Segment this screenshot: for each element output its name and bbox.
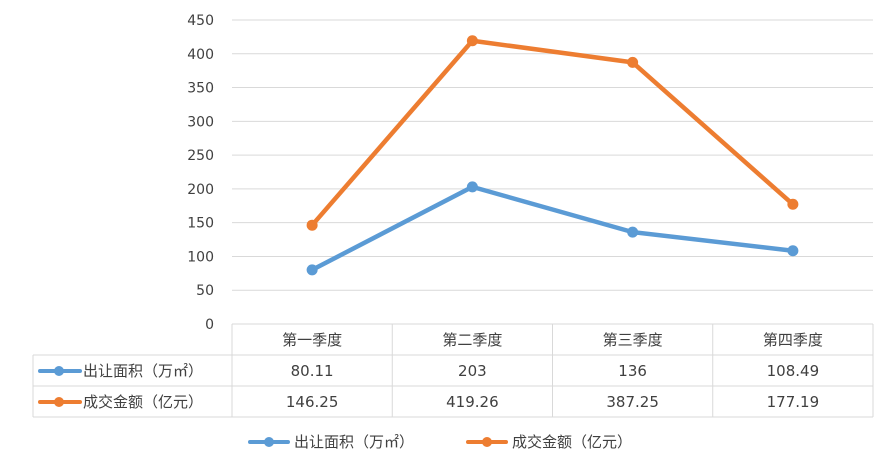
table-cell: 136 <box>618 362 647 380</box>
y-tick-label: 100 <box>187 249 214 265</box>
table-cell: 108.49 <box>767 362 820 380</box>
data-point <box>306 219 318 231</box>
legend-marker <box>482 437 492 447</box>
y-tick-label: 250 <box>187 148 214 164</box>
category-label: 第一季度 <box>282 331 342 349</box>
category-label: 第四季度 <box>763 331 823 349</box>
gridlines <box>232 19 873 325</box>
y-axis-tick-labels: 0 50 100 150 200 250 300 350 400 450 <box>187 13 214 333</box>
row-label: 出让面积（万㎡） <box>83 362 203 380</box>
table-cell: 80.11 <box>291 362 334 380</box>
table-cell: 387.25 <box>606 393 659 411</box>
y-tick-label: 0 <box>205 317 214 333</box>
table-cell: 203 <box>458 362 487 380</box>
y-tick-label: 200 <box>187 182 214 198</box>
category-label: 第二季度 <box>442 331 502 349</box>
y-tick-label: 400 <box>187 47 214 63</box>
legend: 出让面积（万㎡） 成交金额（亿元） <box>248 433 632 451</box>
table-cell: 177.19 <box>767 393 820 411</box>
y-tick-label: 350 <box>187 81 214 97</box>
data-point <box>627 226 639 238</box>
series-line-2 <box>309 38 796 228</box>
table-cell: 419.26 <box>446 393 499 411</box>
category-label: 第三季度 <box>603 331 663 349</box>
legend-label: 出让面积（万㎡） <box>294 433 414 451</box>
data-point <box>787 245 799 257</box>
legend-label: 成交金额（亿元） <box>512 433 632 451</box>
data-point <box>306 264 318 276</box>
series-lines <box>306 35 799 276</box>
y-tick-label: 300 <box>187 114 214 130</box>
row-legend-marker <box>54 397 64 407</box>
y-tick-label: 50 <box>196 283 214 299</box>
series-line-1 <box>309 184 796 273</box>
row-label: 成交金额（亿元） <box>83 393 203 411</box>
y-tick-label: 450 <box>187 13 214 29</box>
data-point <box>787 198 799 210</box>
data-point <box>466 181 478 193</box>
table-cell: 146.25 <box>286 393 339 411</box>
data-point <box>627 56 639 68</box>
row-legend-marker <box>54 366 64 376</box>
data-point <box>466 35 478 47</box>
y-tick-label: 150 <box>187 216 214 232</box>
legend-marker <box>264 437 274 447</box>
